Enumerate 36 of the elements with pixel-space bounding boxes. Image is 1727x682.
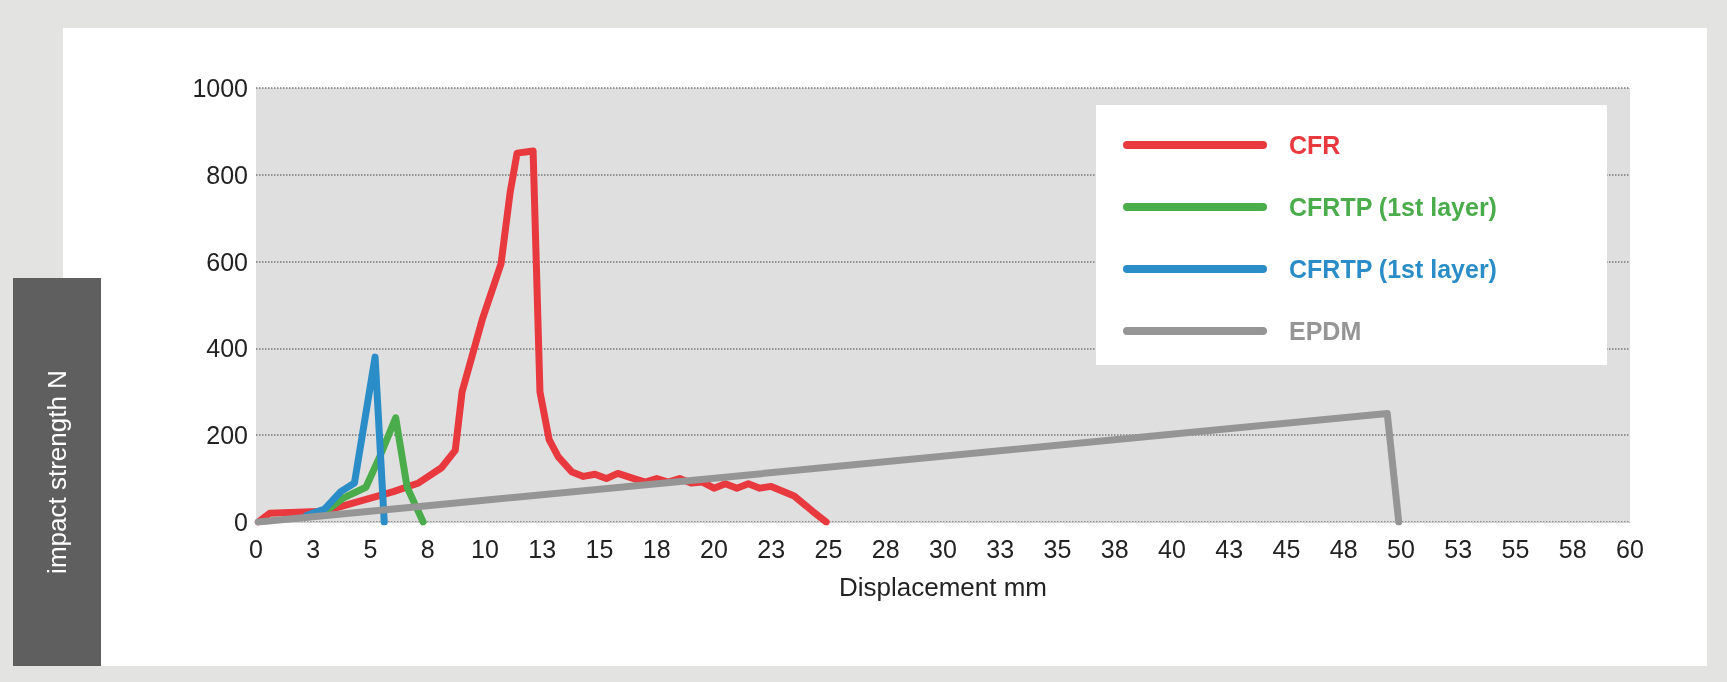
x-tick-label: 25 bbox=[814, 534, 843, 563]
x-tick-label: 33 bbox=[986, 534, 1015, 563]
x-tick-label: 48 bbox=[1329, 534, 1358, 563]
x-tick-label: 50 bbox=[1387, 534, 1415, 563]
x-tick-label: 35 bbox=[1043, 534, 1072, 563]
x-tick-label: 15 bbox=[585, 534, 614, 563]
x-tick-label: 53 bbox=[1444, 534, 1473, 563]
x-tick-label: 45 bbox=[1272, 534, 1301, 563]
text: EPDM bbox=[1289, 316, 1362, 345]
y-tick-label: 400 bbox=[206, 334, 248, 363]
x-tick-label: 13 bbox=[528, 534, 557, 563]
x-tick-label: 60 bbox=[1616, 534, 1644, 563]
y-tick-label: 800 bbox=[206, 160, 248, 189]
y-tick-label: 1000 bbox=[192, 74, 248, 102]
x-tick-label: 23 bbox=[757, 534, 786, 563]
x-tick-label: 5 bbox=[363, 534, 378, 563]
y-tick-label: 200 bbox=[206, 421, 248, 450]
x-tick-label: 10 bbox=[471, 534, 499, 563]
x-tick-label: 28 bbox=[871, 534, 900, 563]
x-tick-label: 8 bbox=[420, 534, 435, 563]
text: CFRTP (1st layer) bbox=[1289, 192, 1497, 221]
x-tick-label: 30 bbox=[929, 534, 957, 563]
y-tick-label: 600 bbox=[206, 247, 248, 276]
x-tick-label: 38 bbox=[1100, 534, 1129, 563]
x-axis-title: Displacement mm bbox=[838, 572, 1048, 602]
x-tick-label: 40 bbox=[1158, 534, 1186, 563]
x-tick-label: 18 bbox=[642, 534, 671, 563]
y-tick-label: 0 bbox=[234, 508, 248, 536]
x-tick-label: 20 bbox=[700, 534, 728, 563]
x-tick-label: 55 bbox=[1501, 534, 1530, 563]
y-axis-title: impact strength N bbox=[42, 370, 72, 574]
x-tick-label: 3 bbox=[306, 534, 321, 563]
x-tick-label: 43 bbox=[1215, 534, 1244, 563]
text: CFRTP (1st layer) bbox=[1289, 254, 1497, 283]
text: CFR bbox=[1289, 130, 1341, 159]
x-tick-label: 58 bbox=[1558, 534, 1587, 563]
